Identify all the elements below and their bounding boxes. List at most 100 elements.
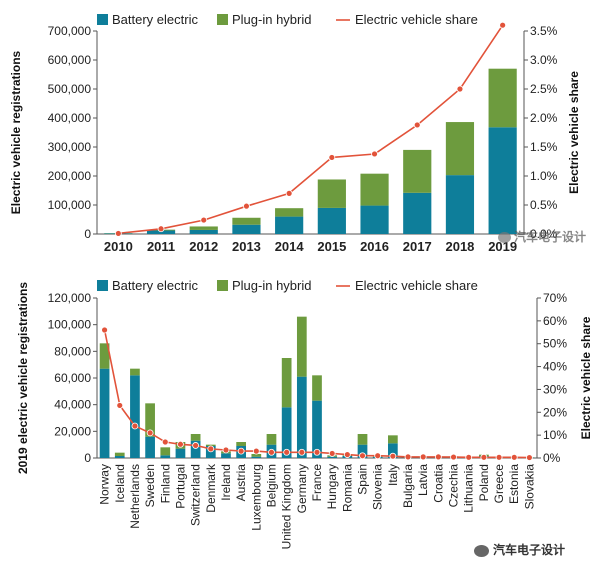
x-tick-label-croatia: Croatia — [431, 464, 445, 503]
y-tick-label: 80,000 — [54, 344, 91, 358]
bar-plug-in-hybrid-2013 — [232, 217, 261, 225]
y2-tick-label: 0.5% — [530, 198, 558, 212]
y2-tick-label: 1.5% — [530, 140, 558, 154]
y2-tick-label: 3.5% — [530, 24, 558, 38]
x-tick-label-denmark: Denmark — [204, 463, 218, 513]
bar-plug-in-hybrid-denmark — [205, 444, 216, 446]
y-tick-label: 700,000 — [48, 24, 92, 38]
point-electric-vehicle-share-2019 — [499, 21, 507, 29]
bar-plug-in-hybrid-germany — [296, 316, 307, 377]
bar-plug-in-hybrid-2019 — [488, 68, 517, 128]
point-electric-vehicle-share-italy — [389, 452, 397, 460]
point-electric-vehicle-share-netherlands — [131, 422, 139, 430]
bar-battery-electric-italy — [388, 443, 398, 458]
y2-tick-label: 0.0% — [530, 227, 558, 241]
x-tick-label-ireland: Ireland — [219, 464, 233, 501]
x-tick-label-lithuania: Lithuania — [462, 464, 476, 513]
bar-battery-electric-portugal — [175, 448, 186, 458]
point-electric-vehicle-share-germany — [298, 448, 306, 456]
y2-tick-label: 1.0% — [530, 169, 558, 183]
x-tick-label-slovenia: Slovenia — [371, 464, 385, 510]
point-electric-vehicle-share-2018 — [456, 85, 464, 93]
bar-battery-electric-sweden — [145, 436, 155, 458]
point-electric-vehicle-share-norway — [101, 326, 108, 334]
point-electric-vehicle-share-sweden — [146, 429, 154, 437]
bar-battery-electric-germany — [296, 376, 307, 458]
x-tick-label-finland: Finland — [158, 464, 172, 503]
bar-battery-electric-2013 — [232, 224, 261, 234]
point-electric-vehicle-share-finland — [161, 438, 169, 446]
x-tick-label-2018: 2018 — [445, 239, 474, 254]
bar-battery-electric-iceland — [114, 456, 125, 458]
x-tick-label-germany: Germany — [295, 464, 309, 513]
point-electric-vehicle-share-2011 — [157, 225, 165, 233]
y2-axis-title: Electric vehicle share — [567, 71, 581, 194]
bar-plug-in-hybrid-2015 — [317, 179, 346, 208]
bar-battery-electric-united-kingdom — [281, 407, 292, 458]
point-electric-vehicle-share-lithuania — [465, 453, 473, 461]
x-tick-label-united-kingdom: United Kingdom — [280, 464, 294, 549]
y-tick-label: 300,000 — [48, 140, 92, 154]
y2-tick-label: 40% — [543, 360, 567, 374]
bar-battery-electric-spain — [357, 444, 368, 458]
x-tick-label-2016: 2016 — [360, 239, 389, 254]
legend-swatch-battery-electric — [97, 14, 108, 25]
bar-battery-electric-norway — [99, 368, 110, 458]
x-tick-label-romania: Romania — [340, 464, 354, 512]
watermark-bottom: 汽车电子设计 — [474, 541, 565, 558]
bar-battery-electric-netherlands — [130, 375, 140, 458]
point-electric-vehicle-share-ireland — [222, 446, 230, 454]
x-tick-label-2011: 2011 — [147, 239, 175, 254]
x-tick-label-2014: 2014 — [275, 239, 305, 254]
point-electric-vehicle-share-2014 — [285, 189, 293, 197]
point-electric-vehicle-share-bulgaria — [404, 453, 412, 461]
bar-plug-in-hybrid-finland — [160, 447, 171, 456]
x-tick-label-estonia: Estonia — [507, 464, 521, 504]
point-electric-vehicle-share-greece — [495, 453, 503, 461]
watermark-top-text: 汽车电子设计 — [514, 230, 587, 244]
y-tick-label: 0 — [84, 227, 91, 241]
x-tick-label-netherlands: Netherlands — [128, 464, 142, 529]
point-electric-vehicle-share-portugal — [177, 440, 184, 448]
bar-battery-electric-finland — [160, 455, 171, 458]
x-tick-label-switzerland: Switzerland — [189, 464, 203, 526]
bar-battery-electric-2012 — [189, 229, 218, 234]
bar-plug-in-hybrid-luxembourg — [251, 454, 262, 457]
legend-label-electric-vehicle-share: Electric vehicle share — [355, 12, 478, 27]
point-electric-vehicle-share-2010 — [114, 230, 122, 237]
x-tick-label-2012: 2012 — [189, 239, 218, 254]
point-electric-vehicle-share-switzerland — [192, 442, 200, 449]
x-tick-label-iceland: Iceland — [113, 464, 127, 503]
x-tick-label-norway: Norway — [98, 464, 112, 505]
x-tick-label-slovakia: Slovakia — [522, 464, 536, 510]
chart-ev-registrations-by-year: 0 100,000 200,000 300,000 400,000 500,000 600,… — [9, 12, 581, 254]
bar-battery-electric-switzerland — [190, 440, 201, 458]
y-tick-label: 60,000 — [54, 371, 91, 385]
point-electric-vehicle-share-united-kingdom — [283, 448, 291, 456]
bar-plug-in-hybrid-netherlands — [130, 368, 140, 376]
point-electric-vehicle-share-denmark — [207, 445, 215, 453]
y-tick-label: 100,000 — [48, 198, 92, 212]
x-tick-label-sweden: Sweden — [143, 464, 157, 507]
point-electric-vehicle-share-slovenia — [374, 452, 382, 460]
x-tick-label-luxembourg: Luxembourg — [249, 464, 263, 531]
y-tick-label: 400,000 — [48, 111, 92, 125]
bar-plug-in-hybrid-2014 — [275, 208, 304, 217]
y2-tick-label: 30% — [543, 382, 567, 396]
y2-tick-label: 50% — [543, 337, 567, 351]
x-tick-label-portugal: Portugal — [173, 464, 187, 509]
wechat-icon — [474, 544, 489, 557]
x-tick-label-2013: 2013 — [232, 239, 261, 254]
point-electric-vehicle-share-spain — [359, 452, 366, 460]
y-tick-label: 20,000 — [54, 424, 91, 438]
y-tick-label: 40,000 — [54, 398, 91, 412]
bar-plug-in-hybrid-iceland — [114, 452, 125, 456]
x-tick-label-italy: Italy — [386, 464, 400, 486]
point-electric-vehicle-share-croatia — [434, 453, 442, 461]
y2-tick-label: 20% — [543, 405, 567, 419]
x-tick-label-hungary: Hungary — [325, 464, 339, 509]
y-tick-label: 600,000 — [48, 53, 92, 67]
point-electric-vehicle-share-poland — [480, 453, 488, 461]
wechat-icon — [498, 232, 511, 243]
bar-plug-in-hybrid-spain — [357, 434, 368, 445]
